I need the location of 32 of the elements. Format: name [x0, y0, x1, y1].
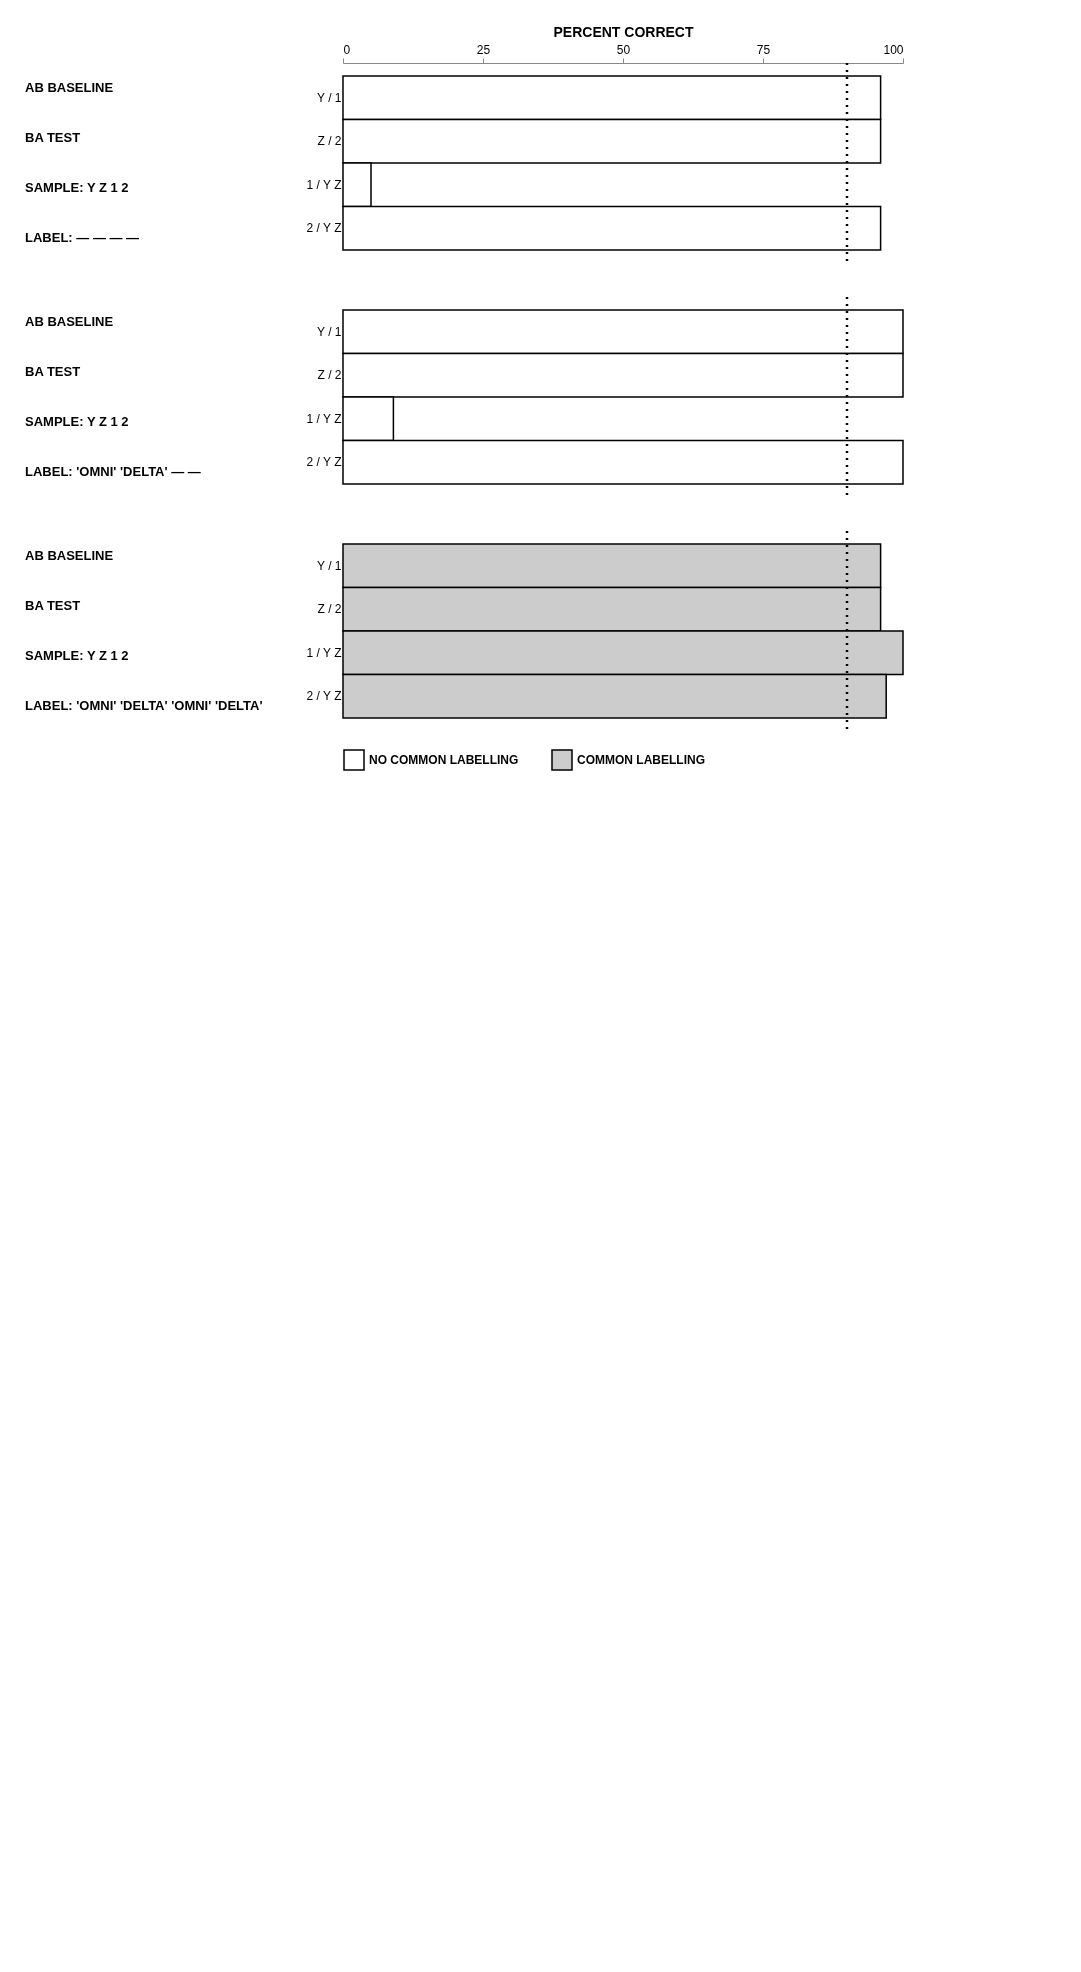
- x-tick-label: 0: [343, 42, 351, 57]
- text: AB BASELINE: [25, 314, 114, 329]
- y-tick-label: 2 / Y Z: [306, 221, 342, 236]
- y-tick-label: Z / 2: [317, 134, 342, 149]
- text: LABEL: — — — —: [25, 230, 140, 245]
- y-tick-label: 1 / Y Z: [306, 177, 342, 192]
- text: LABEL: 'OMNI' 'DELTA' 'OMNI' 'DELTA': [25, 698, 263, 713]
- text: AB BASELINE: [25, 80, 114, 95]
- x-tick-label: 100: [883, 42, 904, 57]
- y-tick-label: Y / 1: [317, 558, 342, 573]
- y-tick-label: Z / 2: [317, 368, 342, 383]
- x-tick-label: 50: [616, 42, 631, 57]
- text: BA TEST: [25, 130, 81, 145]
- legend-label: NO COMMON LABELLING: [369, 753, 519, 767]
- y-tick-label: 1 / Y Z: [306, 411, 342, 426]
- y-tick-label: 1 / Y Z: [306, 645, 342, 660]
- y-tick-label: Y / 1: [317, 90, 342, 105]
- y-tick-label: Z / 2: [317, 602, 342, 617]
- y-tick-label: Y / 1: [317, 324, 342, 339]
- text: BA TEST: [25, 598, 81, 613]
- text: SAMPLE: Y Z 1 2: [25, 648, 129, 663]
- text: AB BASELINE: [25, 548, 114, 563]
- text: SAMPLE: Y Z 1 2: [25, 414, 129, 429]
- x-tick-label: 75: [756, 42, 771, 57]
- text: LABEL: 'OMNI' 'DELTA' — —: [25, 464, 201, 479]
- x-axis-title: PERCENT CORRECT: [553, 23, 694, 40]
- text: BA TEST: [25, 364, 81, 379]
- x-tick-label: 25: [476, 42, 491, 57]
- y-tick-label: 2 / Y Z: [306, 689, 342, 704]
- text: SAMPLE: Y Z 1 2: [25, 180, 129, 195]
- y-tick-label: 2 / Y Z: [306, 455, 342, 470]
- legend-label: COMMON LABELLING: [577, 753, 705, 767]
